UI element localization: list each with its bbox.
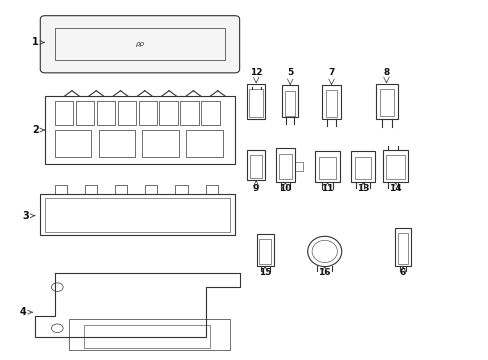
Text: ρρ: ρρ bbox=[135, 41, 144, 47]
Bar bbox=[256, 234, 273, 266]
Bar bbox=[249, 89, 263, 117]
Bar bbox=[142, 130, 179, 157]
Text: 5: 5 bbox=[286, 68, 293, 77]
Bar bbox=[99, 130, 135, 157]
Bar bbox=[186, 130, 222, 157]
Bar bbox=[55, 130, 91, 157]
Bar bbox=[397, 233, 407, 264]
Text: 4: 4 bbox=[20, 307, 32, 317]
Bar bbox=[279, 154, 291, 179]
Bar bbox=[259, 239, 271, 264]
Bar bbox=[394, 228, 410, 266]
Text: 12: 12 bbox=[249, 68, 262, 77]
Bar bbox=[138, 102, 157, 125]
Bar bbox=[375, 84, 397, 119]
Text: 15: 15 bbox=[258, 268, 271, 277]
Bar bbox=[379, 89, 393, 116]
Bar bbox=[55, 102, 73, 125]
Bar bbox=[45, 96, 234, 164]
Bar bbox=[205, 185, 217, 194]
Bar bbox=[355, 157, 370, 179]
Bar bbox=[325, 90, 337, 117]
Bar bbox=[115, 185, 127, 194]
Bar bbox=[159, 102, 178, 125]
Text: 7: 7 bbox=[327, 68, 334, 77]
Bar bbox=[249, 155, 262, 178]
Bar bbox=[45, 198, 229, 232]
Bar bbox=[285, 91, 294, 116]
Bar bbox=[246, 150, 265, 180]
Bar bbox=[55, 28, 224, 60]
Text: 2: 2 bbox=[32, 125, 44, 135]
Text: 3: 3 bbox=[22, 211, 35, 221]
Text: 9: 9 bbox=[252, 184, 259, 193]
Bar bbox=[85, 185, 97, 194]
Bar bbox=[69, 319, 229, 350]
Bar bbox=[282, 85, 297, 117]
Text: 14: 14 bbox=[388, 184, 401, 193]
Bar bbox=[175, 185, 187, 194]
Text: 13: 13 bbox=[356, 184, 368, 193]
Bar bbox=[76, 102, 94, 125]
Bar bbox=[318, 157, 336, 179]
Bar bbox=[314, 152, 340, 182]
Bar bbox=[276, 148, 294, 182]
Bar bbox=[294, 162, 303, 171]
Bar bbox=[322, 85, 340, 119]
Bar bbox=[55, 185, 67, 194]
Bar bbox=[351, 152, 374, 182]
Bar bbox=[145, 185, 157, 194]
Text: 11: 11 bbox=[321, 184, 333, 193]
Bar bbox=[386, 155, 404, 179]
Text: 8: 8 bbox=[383, 68, 389, 77]
Bar bbox=[97, 102, 115, 125]
FancyBboxPatch shape bbox=[40, 16, 239, 73]
Bar bbox=[246, 84, 265, 119]
Text: 6: 6 bbox=[399, 268, 406, 277]
Bar bbox=[84, 325, 210, 348]
Text: 10: 10 bbox=[279, 184, 291, 193]
Bar bbox=[382, 150, 407, 182]
Bar bbox=[201, 102, 219, 125]
Text: 16: 16 bbox=[318, 268, 330, 277]
Bar bbox=[180, 102, 199, 125]
Bar bbox=[117, 102, 136, 125]
Bar bbox=[40, 194, 234, 235]
Text: 1: 1 bbox=[32, 37, 44, 48]
